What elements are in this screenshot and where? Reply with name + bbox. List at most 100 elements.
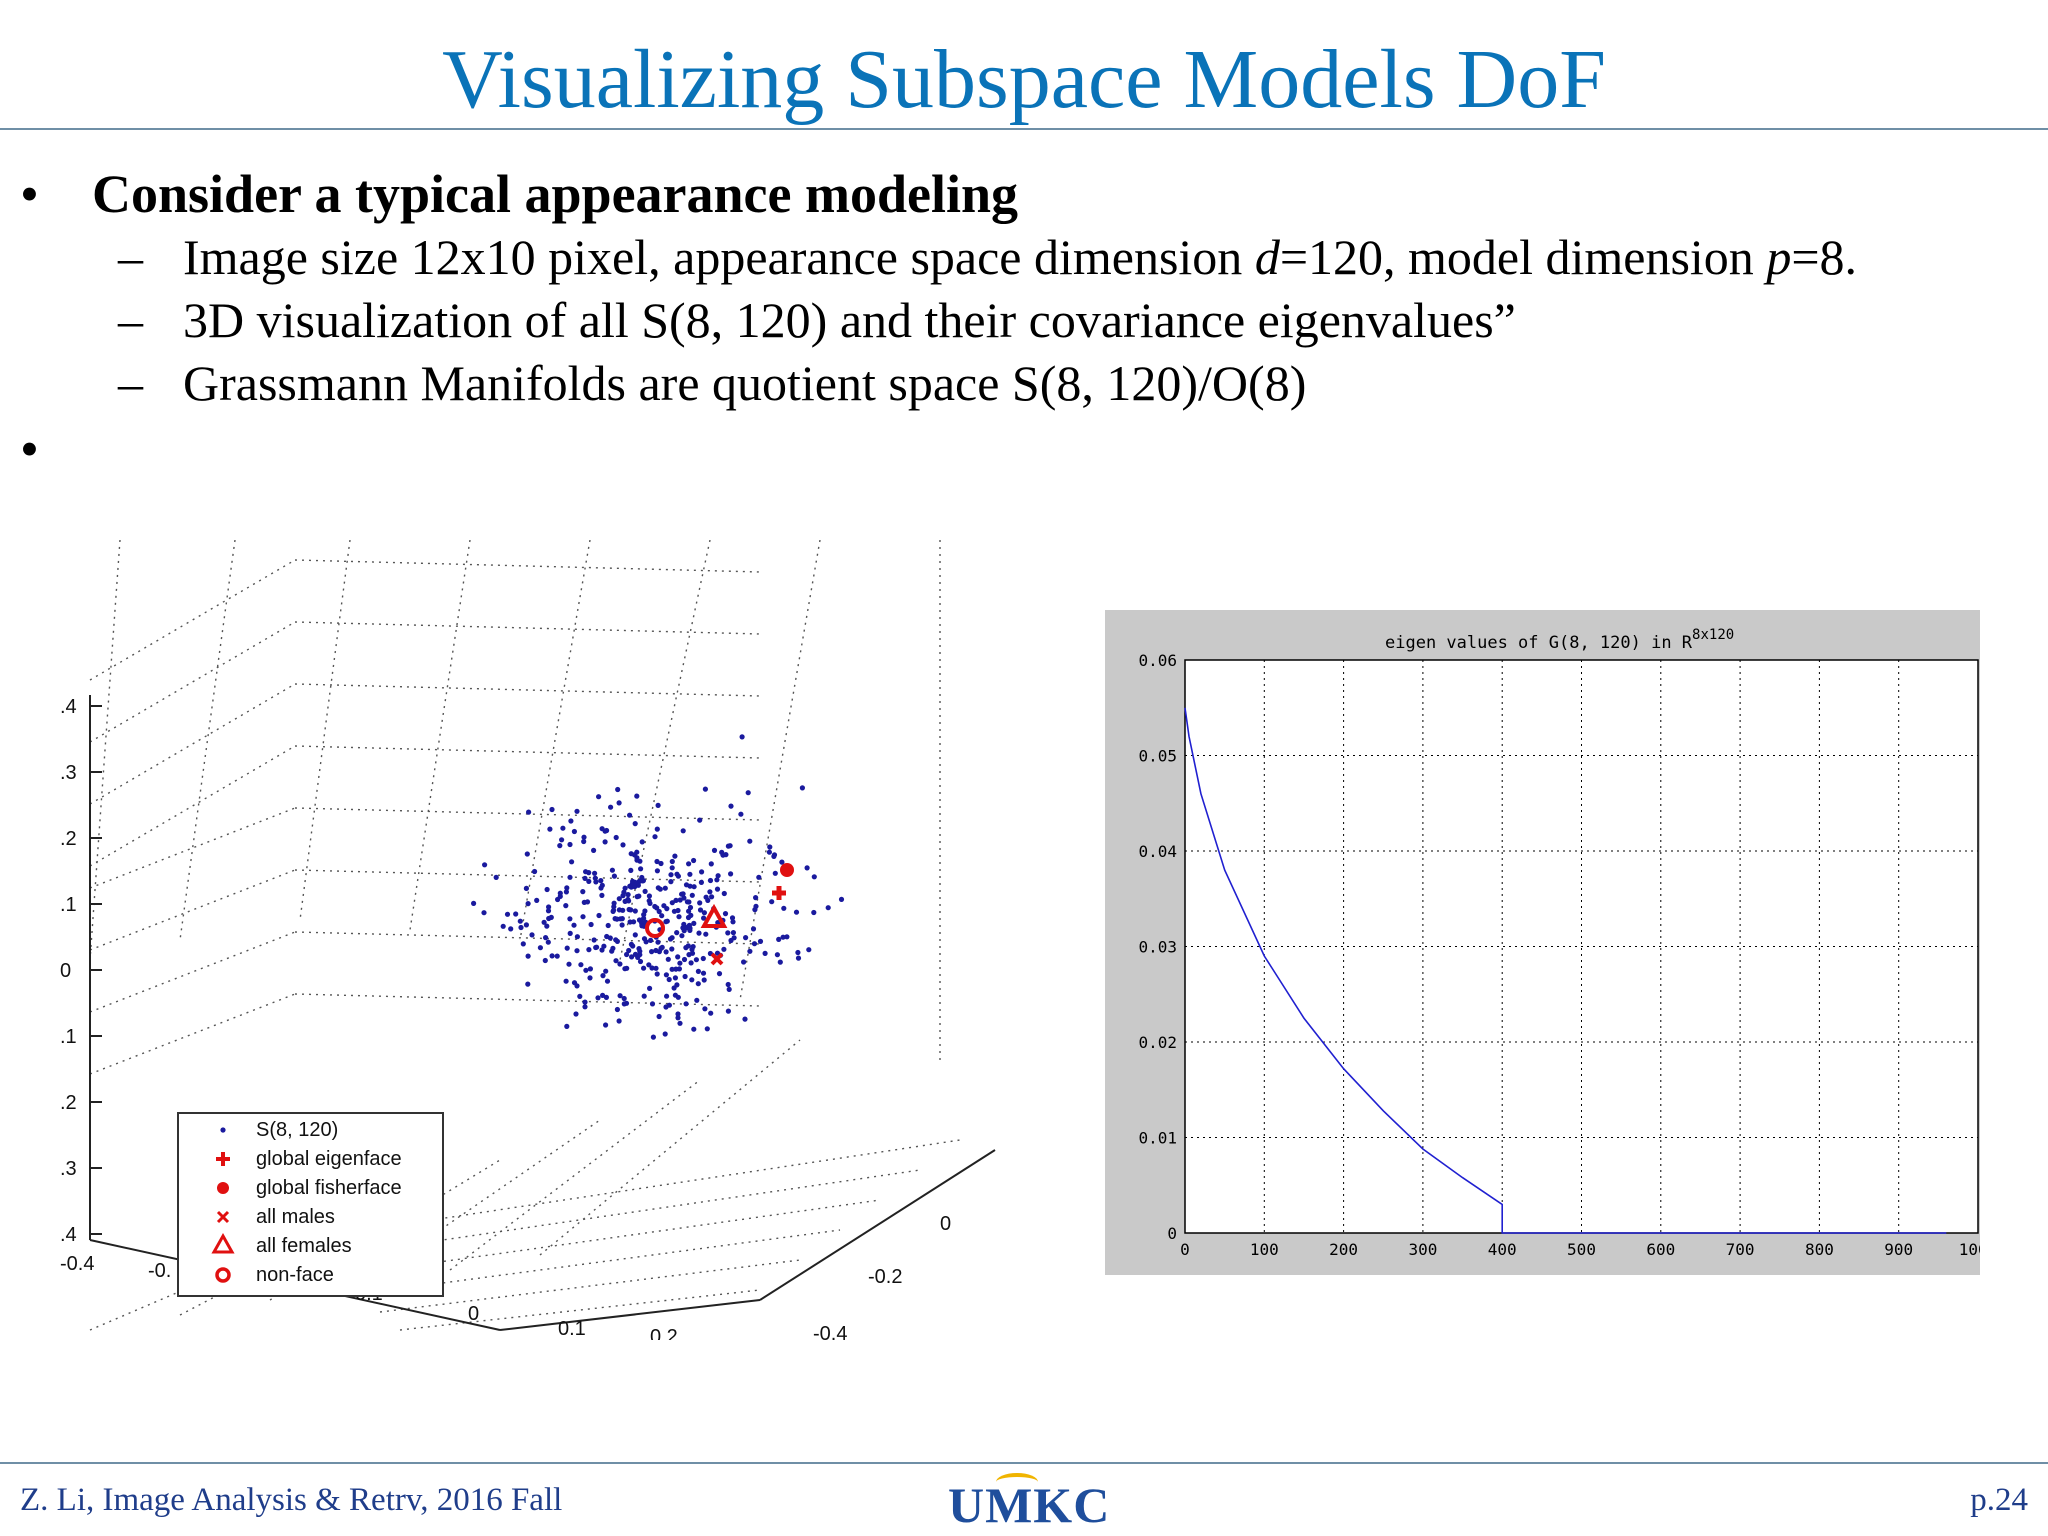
data-point	[626, 898, 632, 904]
data-point	[587, 966, 594, 972]
x-tick-label: 600	[1646, 1240, 1675, 1259]
data-point	[795, 949, 801, 956]
sub1-part-c: =8.	[1791, 229, 1858, 285]
data-point	[640, 878, 647, 884]
data-point	[563, 889, 569, 895]
data-point	[669, 900, 675, 906]
data-point	[582, 875, 588, 881]
data-point	[629, 954, 635, 960]
slide-title: Visualizing Subspace Models DoF	[442, 33, 1606, 126]
data-point	[548, 914, 554, 920]
data-point	[745, 790, 751, 796]
data-point	[599, 947, 605, 953]
data-point	[751, 941, 758, 947]
data-point	[583, 869, 589, 875]
data-point	[604, 978, 611, 984]
grid-line	[399, 1289, 761, 1331]
data-point	[659, 944, 665, 950]
data-point	[720, 852, 726, 858]
data-point	[698, 879, 705, 885]
z-tick-label: .1	[60, 1026, 77, 1048]
data-point	[663, 919, 669, 925]
data-point	[683, 1001, 689, 1007]
data-point	[730, 930, 737, 936]
data-point	[599, 882, 605, 888]
data-point	[545, 908, 552, 914]
data-point	[654, 971, 660, 977]
data-point	[611, 873, 618, 879]
data-point	[682, 973, 688, 980]
data-point	[616, 907, 623, 913]
legend-symbol-filled-circle	[217, 1182, 229, 1194]
data-point	[580, 889, 586, 895]
grid-line	[89, 869, 296, 951]
data-point	[793, 909, 800, 915]
data-point	[649, 1001, 656, 1007]
grid-line	[294, 683, 761, 697]
data-point	[639, 839, 645, 845]
z-tick-label: .2	[60, 1092, 77, 1114]
data-point	[722, 911, 729, 917]
data-point	[632, 821, 638, 827]
data-point	[652, 834, 658, 840]
data-point	[600, 992, 606, 998]
data-point	[654, 858, 660, 865]
grid-line	[89, 807, 296, 889]
data-point	[693, 957, 700, 963]
grid-line	[89, 745, 296, 867]
data-point	[771, 852, 778, 858]
data-point	[614, 1006, 621, 1013]
eigenvalue-grid	[1185, 660, 1978, 1233]
data-point	[654, 868, 661, 874]
data-point	[729, 915, 736, 921]
data-point	[741, 959, 747, 965]
data-point	[559, 837, 565, 843]
data-point	[639, 923, 645, 929]
data-point	[630, 878, 636, 884]
data-point	[583, 967, 589, 973]
y-tick-label: 0.03	[1138, 938, 1177, 957]
data-point	[675, 1015, 681, 1021]
data-point	[615, 786, 621, 793]
data-point	[582, 1004, 588, 1010]
data-point	[534, 897, 540, 903]
x-tick-label: 900	[1884, 1240, 1913, 1259]
data-point	[728, 803, 734, 809]
z-tick-label: .2	[60, 828, 77, 850]
legend-box	[177, 1112, 444, 1297]
data-point	[525, 953, 531, 959]
data-point	[566, 961, 572, 967]
data-point	[567, 841, 573, 848]
z-tick-label: .4	[60, 696, 77, 718]
scatter-3d-legend: S(8, 120) global eigenface global fisherfa…	[177, 1112, 444, 1297]
data-point	[581, 838, 587, 845]
data-point	[604, 827, 610, 834]
data-point	[721, 946, 727, 952]
data-point	[586, 878, 592, 884]
data-point	[641, 915, 647, 921]
legend-label: all females	[256, 1235, 352, 1257]
data-point	[567, 930, 573, 936]
x-tick-label: 0.2	[650, 1326, 678, 1340]
data-point	[677, 1020, 683, 1026]
grid-line	[319, 1169, 921, 1259]
data-point	[621, 1001, 627, 1007]
grid-line	[89, 540, 121, 961]
data-point	[586, 947, 592, 953]
data-point	[532, 868, 538, 875]
data-point	[605, 922, 611, 929]
data-point	[669, 966, 675, 972]
data-point	[695, 968, 702, 974]
data-point	[686, 908, 692, 914]
data-point	[614, 916, 620, 922]
data-point	[622, 885, 628, 891]
data-point	[544, 886, 550, 893]
data-point	[687, 871, 693, 877]
sub1-d: d	[1254, 229, 1280, 285]
data-point	[747, 838, 753, 844]
grid-line	[739, 540, 821, 1001]
data-point	[681, 921, 687, 927]
data-point	[747, 948, 753, 954]
